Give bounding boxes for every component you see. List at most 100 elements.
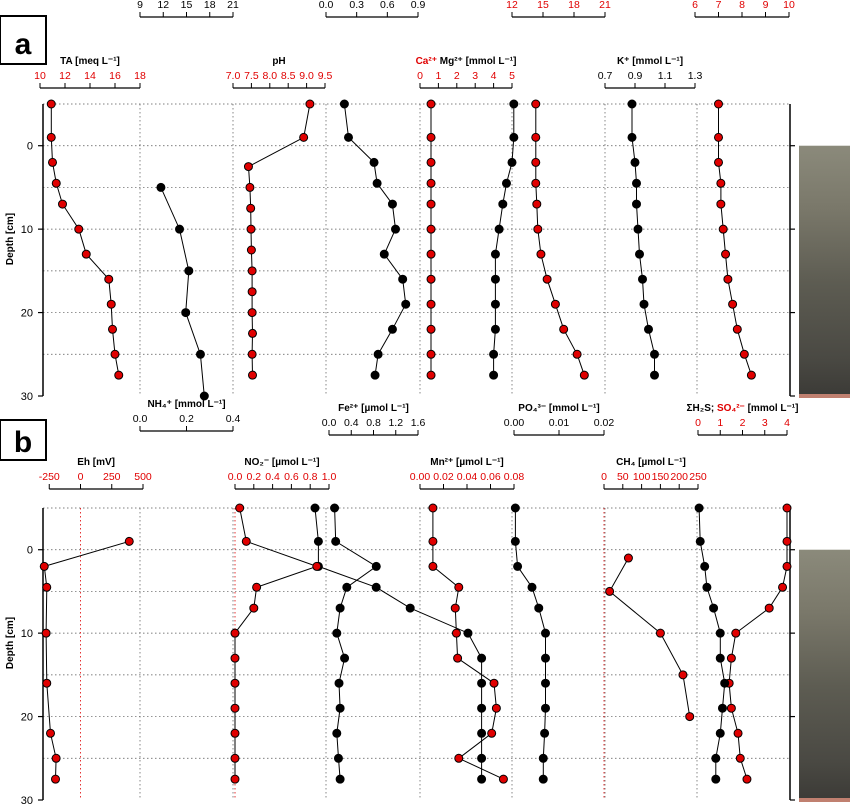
data-point: [372, 178, 382, 188]
track-tick-label: 0.8: [366, 417, 381, 429]
data-point: [494, 224, 504, 234]
data-point: [716, 199, 726, 209]
track-tick-label: 0.6: [284, 471, 299, 483]
data-point: [715, 728, 725, 738]
data-point: [717, 703, 727, 713]
data-point: [247, 349, 257, 359]
data-point: [230, 703, 240, 713]
data-point: [46, 99, 56, 109]
series-line: [718, 104, 752, 376]
track-7: 0.7 0.9 1.1 1.3 K⁺ [mmol L⁻¹]: [598, 56, 702, 380]
data-point: [41, 628, 51, 638]
track-tick-label: 10: [34, 70, 46, 82]
data-point: [305, 99, 315, 109]
track-tick-label: 1: [435, 70, 441, 82]
track-tick-label: 0.7: [598, 70, 613, 82]
track-title: CH₄ [µmol L⁻¹]: [616, 457, 686, 468]
track-tick-label: 0: [601, 471, 607, 483]
series-line: [728, 508, 788, 780]
data-point: [538, 753, 548, 763]
track-tick-label: 21: [599, 0, 611, 11]
data-point: [532, 199, 542, 209]
data-point: [428, 561, 438, 571]
track-tick-label: 0.0: [228, 471, 243, 483]
data-point: [451, 628, 461, 638]
data-point: [489, 349, 499, 359]
track-tick-label: 0: [417, 70, 423, 82]
data-point: [387, 324, 397, 334]
data-point: [718, 224, 728, 234]
track-title: NO₂⁻ [µmol L⁻¹]: [244, 457, 319, 468]
track-2: 7.0 7.5 8.0 8.5 9.0 9.5 pH: [226, 56, 332, 380]
track-tick-label: 16: [109, 70, 121, 82]
track-3: 0.00.30.60.9SiO₂ [mmol L⁻¹]: [319, 0, 425, 380]
data-point: [534, 603, 544, 613]
data-point: [39, 561, 49, 571]
track-title: ΣH₂S; SO₄²⁻ [mmol L⁻¹]: [687, 403, 799, 414]
data-point: [678, 670, 688, 680]
data-point: [538, 774, 548, 784]
track-tick-label: 0.4: [344, 417, 359, 429]
track-title: Eh [mV]: [77, 457, 115, 468]
data-point: [230, 728, 240, 738]
track-tick-label: 18: [568, 0, 580, 11]
data-point: [454, 753, 464, 763]
data-point: [739, 349, 749, 359]
track-tick-label: 200: [670, 471, 688, 483]
data-point: [489, 370, 499, 380]
track-title-part: CH₄ [µmol L⁻¹]: [616, 457, 686, 468]
data-point: [579, 370, 589, 380]
data-point: [541, 703, 550, 713]
data-point: [632, 178, 641, 188]
depth-tick-label: 20: [21, 712, 33, 724]
data-point: [230, 774, 240, 784]
data-point: [335, 703, 345, 713]
data-point: [627, 99, 637, 109]
data-point: [299, 132, 309, 142]
data-point: [334, 678, 344, 688]
data-point: [531, 99, 541, 109]
data-point: [735, 753, 745, 763]
track-0: -250 0 250 500 Eh [mV]: [39, 457, 152, 800]
track-title-part: Mg²⁺ [mmol L⁻¹]: [437, 56, 516, 67]
data-point: [527, 582, 537, 592]
data-point: [541, 653, 550, 663]
series-line: [50, 104, 120, 376]
track-title: PO₄³⁻ [mmol L⁻¹]: [518, 403, 599, 414]
data-point: [742, 774, 752, 784]
data-point: [369, 157, 379, 167]
track-tick-label: 150: [652, 471, 670, 483]
panel-label: b: [0, 419, 47, 461]
data-point: [51, 178, 61, 188]
series-line: [608, 557, 691, 717]
data-point: [246, 245, 256, 255]
track-tick-label: 7: [716, 0, 722, 11]
track-tick-label: 18: [204, 0, 216, 11]
depth-tick-label: 10: [21, 224, 33, 236]
data-point: [230, 753, 240, 763]
data-point: [633, 224, 643, 234]
track-tick-label: 0.00: [410, 471, 431, 483]
data-point: [195, 349, 205, 359]
series-line: [631, 104, 655, 376]
data-point: [454, 582, 464, 592]
track-tick-label: 4: [491, 70, 497, 82]
data-point: [426, 224, 436, 234]
data-point: [711, 774, 721, 784]
data-point: [199, 391, 209, 401]
track-tick-label: 1: [717, 417, 723, 429]
series-line: [160, 187, 205, 397]
data-point: [332, 728, 342, 738]
track-title-part: NO₂⁻ [µmol L⁻¹]: [244, 457, 319, 468]
panel-label-box: [0, 15, 47, 65]
track-tick-label: 2: [740, 417, 746, 429]
data-point: [124, 536, 134, 546]
data-point: [490, 274, 500, 284]
data-point: [778, 582, 788, 592]
data-point: [58, 199, 67, 209]
data-point: [501, 178, 511, 188]
track-tick-label: 8: [739, 0, 745, 11]
data-point: [490, 249, 500, 259]
